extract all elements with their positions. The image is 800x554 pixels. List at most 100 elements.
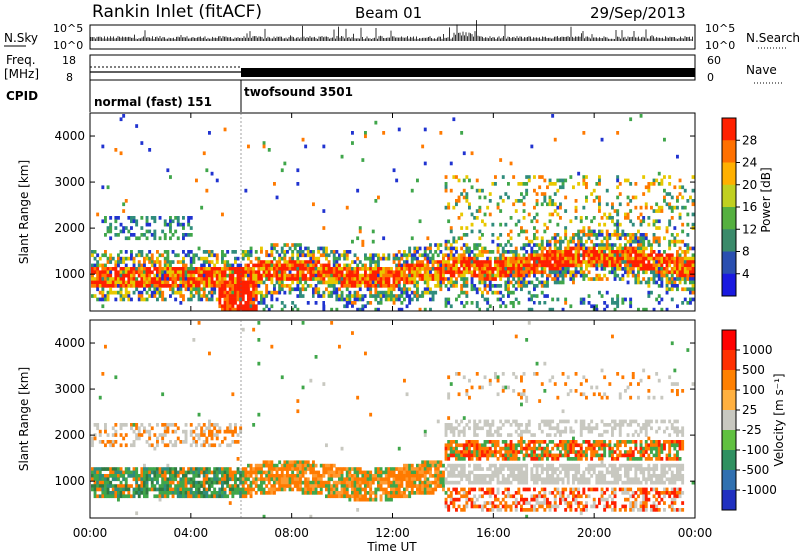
range-cell <box>161 474 165 478</box>
range-cell <box>429 270 432 275</box>
range-cell <box>169 267 172 271</box>
range-cell <box>470 151 474 156</box>
range-cell <box>135 124 139 128</box>
range-cell <box>161 494 165 499</box>
range-cell <box>278 467 282 471</box>
range-cell <box>374 494 378 499</box>
range-cell <box>676 304 679 309</box>
range-cell <box>397 284 401 288</box>
range-cell <box>618 236 622 241</box>
range-cell <box>218 267 222 271</box>
range-cell <box>561 239 565 244</box>
range-cell <box>296 270 300 275</box>
range-cell <box>361 470 365 475</box>
range-cell <box>161 467 165 471</box>
range-cell <box>369 287 373 292</box>
range-cell <box>655 270 659 275</box>
range-cell <box>306 301 310 305</box>
range-cell <box>657 209 661 213</box>
range-cell <box>226 474 230 478</box>
range-cell <box>338 267 341 271</box>
range-cell <box>613 270 617 275</box>
range-cell <box>673 236 677 241</box>
range-cell <box>241 484 245 488</box>
range-cell <box>364 491 367 495</box>
range-cell <box>104 233 107 237</box>
range-cell <box>327 260 331 264</box>
range-cell <box>405 494 409 499</box>
range-cell <box>660 260 664 264</box>
range-cell <box>356 280 360 285</box>
range-cell <box>267 470 271 475</box>
range-cell <box>335 307 339 312</box>
range-cell <box>247 491 250 495</box>
range-cell <box>114 277 118 281</box>
range-cell <box>392 494 396 499</box>
range-cell <box>494 260 497 264</box>
range-cell <box>494 175 497 179</box>
range-cell <box>392 467 396 471</box>
range-cell <box>312 267 315 271</box>
range-cell <box>481 253 484 258</box>
range-cell <box>605 216 609 220</box>
range-cell <box>132 290 136 295</box>
range-cell <box>369 273 373 278</box>
range-cell <box>553 209 557 213</box>
range-cell <box>475 273 479 278</box>
range-cell <box>93 491 97 495</box>
range-cell <box>408 491 412 495</box>
range-cell <box>275 277 279 281</box>
range-cell <box>413 484 417 488</box>
range-cell <box>145 467 149 471</box>
range-cell <box>325 267 328 271</box>
range-cell <box>442 267 445 271</box>
range-cell <box>161 491 165 495</box>
range-cell <box>273 463 276 468</box>
range-cell <box>681 250 685 254</box>
range-cell <box>309 250 313 254</box>
range-cell <box>124 226 128 230</box>
range-cell <box>202 260 206 264</box>
range-cell <box>434 277 438 281</box>
range-cell <box>109 470 113 475</box>
range-cell <box>254 290 258 295</box>
range-cell <box>564 236 568 241</box>
range-cell <box>483 263 487 268</box>
range-cell <box>309 253 313 258</box>
range-cell <box>377 470 380 475</box>
range-cell <box>582 253 586 258</box>
range-cell <box>104 294 107 298</box>
range-cell <box>434 273 438 278</box>
range-cell <box>278 290 282 295</box>
range-cell <box>161 487 165 492</box>
range-cell <box>353 477 357 482</box>
range-cell <box>93 487 97 492</box>
range-cell <box>496 273 500 278</box>
range-cell <box>418 491 422 495</box>
range-cell <box>241 474 245 478</box>
range-cell <box>468 250 471 254</box>
range-cell <box>626 202 630 207</box>
range-cell <box>156 270 159 275</box>
range-cell <box>182 250 185 254</box>
range-cell <box>416 267 419 271</box>
range-cell <box>109 236 113 241</box>
range-cell <box>273 256 276 261</box>
range-cell <box>621 267 625 271</box>
range-cell <box>574 270 578 275</box>
range-cell <box>587 263 591 268</box>
range-cell <box>629 239 633 244</box>
range-cell <box>356 267 360 271</box>
range-cell <box>114 290 118 295</box>
range-cell <box>673 226 677 230</box>
range-cell <box>106 270 110 275</box>
range-cell <box>522 260 526 264</box>
range-cell <box>369 277 373 281</box>
range-cell <box>384 280 388 285</box>
range-cell <box>231 494 235 499</box>
range-cell <box>127 273 131 278</box>
range-cell <box>403 284 406 288</box>
range-cell <box>267 463 271 468</box>
range-cell <box>267 480 271 485</box>
range-cell <box>283 270 287 275</box>
